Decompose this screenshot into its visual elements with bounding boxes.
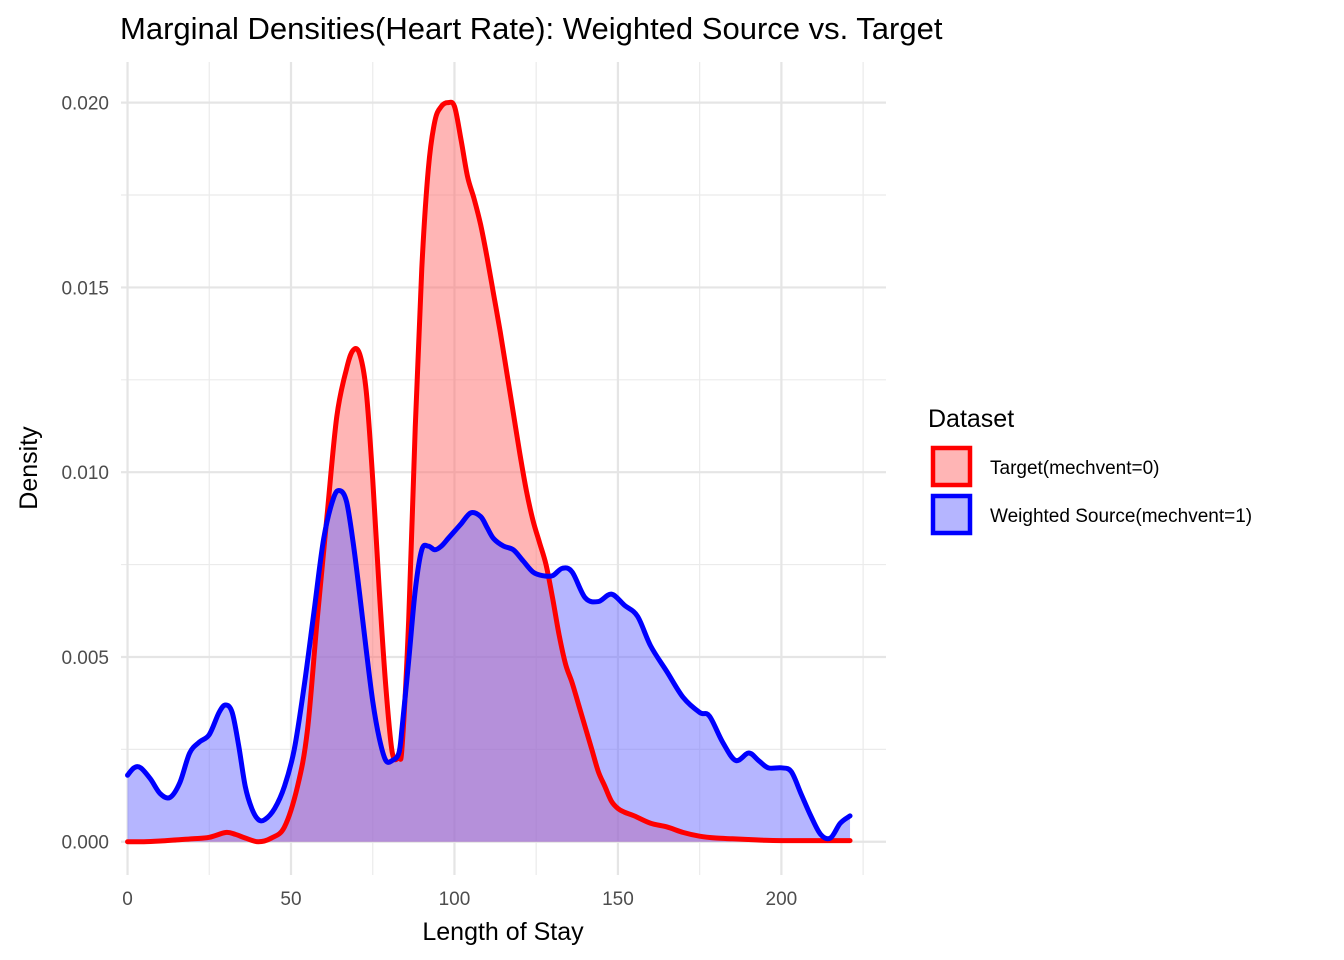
y-tick-label: 0.000: [61, 833, 109, 854]
y-tick-label: 0.005: [61, 648, 109, 669]
x-tick-label: 150: [602, 889, 634, 910]
density-line-1: [125, 487, 853, 842]
legend-key-0: [930, 445, 973, 488]
legend: Dataset Target(mechvent=0) Weighted Sourc…: [928, 405, 1252, 536]
legend-title: Dataset: [928, 405, 1014, 433]
x-tick-label: 0: [122, 889, 133, 910]
y-axis-ticks: 0.000 0.005 0.010 0.015 0.020: [61, 94, 109, 854]
density-area-0: [127, 102, 851, 842]
y-tick-label: 0.010: [61, 463, 109, 484]
density-lines: [125, 99, 853, 845]
legend-key-1: [930, 493, 973, 536]
x-tick-label: 100: [439, 889, 471, 910]
density-areas: [127, 102, 851, 842]
x-axis-title: Length of Stay: [422, 918, 584, 946]
x-axis-ticks: 0 50 100 150 200: [122, 889, 797, 910]
legend-label-1: Weighted Source(mechvent=1): [990, 506, 1252, 527]
x-tick-label: 50: [280, 889, 301, 910]
y-axis-title: Density: [15, 426, 43, 510]
density-area-1: [127, 490, 851, 842]
y-tick-label: 0.015: [61, 278, 109, 299]
density-line-0: [125, 99, 853, 845]
y-tick-label: 0.020: [61, 94, 109, 115]
x-tick-label: 200: [766, 889, 798, 910]
legend-label-0: Target(mechvent=0): [990, 458, 1160, 479]
chart-title: Marginal Densities(Heart Rate): Weighted…: [120, 11, 943, 46]
